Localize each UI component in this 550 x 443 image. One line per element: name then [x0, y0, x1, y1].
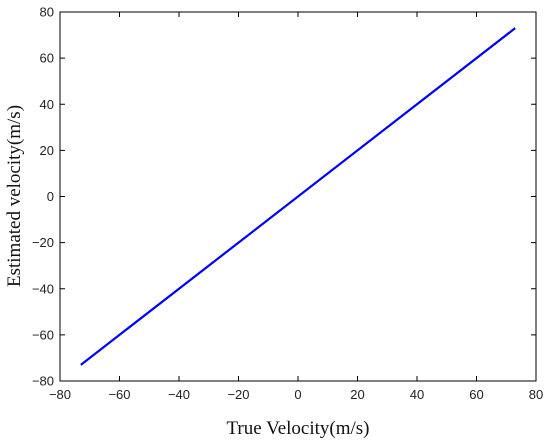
y-tick-label: 20: [40, 143, 54, 158]
x-tick-label: 0: [294, 387, 301, 402]
x-tick-label: 80: [529, 387, 543, 402]
x-tick-label: 60: [469, 387, 483, 402]
y-tick-label: −80: [32, 374, 54, 389]
y-tick-label: −60: [32, 327, 54, 342]
y-tick-label: 40: [40, 97, 54, 112]
x-tick-label: −40: [168, 387, 190, 402]
y-tick-label: −20: [32, 235, 54, 250]
series-line: [80, 27, 516, 366]
x-tick-label: −60: [108, 387, 130, 402]
x-axis-title: True Velocity(m/s): [226, 418, 369, 439]
y-tick-label: −40: [32, 281, 54, 296]
series-group: [80, 27, 516, 366]
x-tick-label: 20: [350, 387, 364, 402]
x-tick-label: −80: [49, 387, 71, 402]
y-tick-label: 80: [40, 5, 54, 20]
y-tick-label: 60: [40, 51, 54, 66]
x-tick-label: 40: [410, 387, 424, 402]
x-tick-label: −20: [227, 387, 249, 402]
y-axis-title: Estimated velocity(m/s): [4, 105, 25, 287]
y-tick-label: 0: [47, 189, 54, 204]
ticks-group: −80 −60 −40 −20 0 20 40 60 80 −80 −60 −40 −20 0 20 40 60…: [32, 5, 543, 403]
